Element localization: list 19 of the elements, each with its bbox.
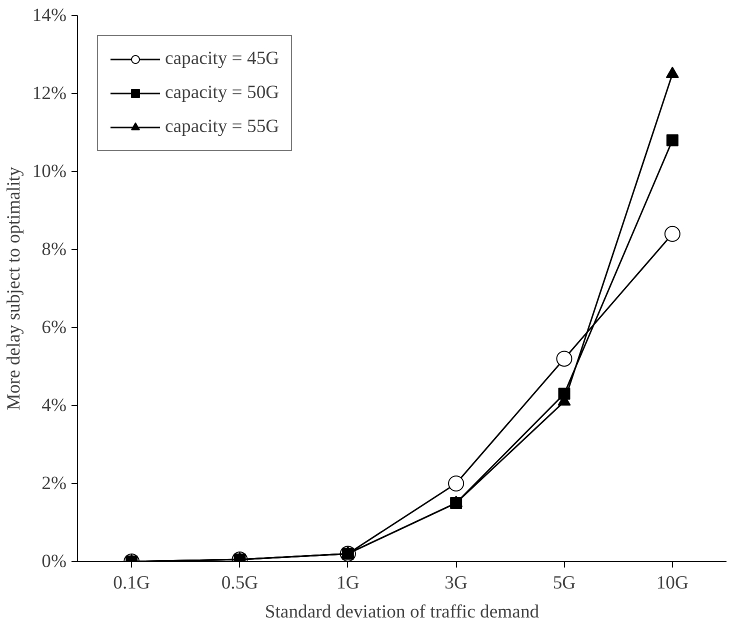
y-tick-label: 0% (42, 551, 67, 572)
y-tick-label: 4% (42, 395, 67, 416)
x-axis-title: Standard deviation of traffic demand (264, 602, 540, 622)
y-tick-label: 8% (42, 239, 67, 260)
x-tick-label: 3G (444, 572, 468, 594)
legend-label: capacity = 55G (165, 116, 280, 138)
y-tick-label: 14% (32, 5, 67, 26)
x-tick-label: 0.1G (113, 572, 150, 594)
y-axis-title: More delay subject to optimality (3, 166, 24, 410)
x-tick-label: 1G (336, 572, 360, 594)
y-tick-label: 10% (32, 161, 67, 182)
y-tick-label: 12% (32, 83, 67, 104)
y-tick-label: 2% (42, 473, 67, 494)
x-tick-label: 5G (552, 572, 576, 594)
legend-label: capacity = 45G (165, 48, 280, 70)
x-tick-label: 10G (656, 572, 688, 594)
x-tick-label: 0.5G (221, 572, 258, 594)
y-tick-label: 6% (42, 317, 67, 338)
legend-label: capacity = 50G (165, 82, 280, 104)
